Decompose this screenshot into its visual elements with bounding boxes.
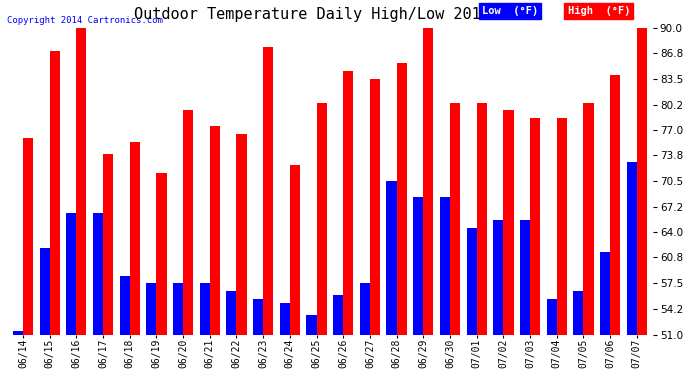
Bar (226, 291, 237, 334)
Text: High  (°F): High (°F) (568, 6, 630, 16)
Bar (637, 28, 647, 334)
Bar (397, 63, 407, 334)
Bar (290, 165, 300, 334)
Bar (23, 138, 33, 334)
Bar (237, 134, 246, 334)
Bar (413, 197, 424, 334)
Bar (530, 118, 540, 334)
Bar (359, 284, 370, 334)
Bar (450, 102, 460, 334)
Bar (424, 24, 433, 334)
Bar (210, 126, 220, 335)
Bar (93, 213, 103, 334)
Text: Low  (°F): Low (°F) (482, 6, 538, 16)
Bar (279, 303, 290, 334)
Bar (183, 110, 193, 334)
Bar (520, 220, 530, 334)
Bar (317, 102, 326, 334)
Bar (386, 181, 397, 334)
Bar (39, 248, 50, 334)
Bar (627, 162, 637, 334)
Bar (173, 284, 183, 334)
Bar (77, 24, 86, 334)
Bar (13, 331, 23, 334)
Bar (557, 118, 567, 334)
Bar (477, 102, 487, 334)
Bar (263, 48, 273, 334)
Bar (584, 102, 593, 334)
Bar (306, 315, 317, 334)
Bar (370, 79, 380, 334)
Bar (157, 173, 166, 334)
Title: Outdoor Temperature Daily High/Low 20140708: Outdoor Temperature Daily High/Low 20140… (134, 7, 526, 22)
Bar (600, 252, 610, 334)
Bar (333, 295, 343, 334)
Bar (50, 51, 60, 334)
Text: Copyright 2014 Cartronics.com: Copyright 2014 Cartronics.com (7, 16, 163, 25)
Bar (199, 284, 210, 334)
Bar (343, 71, 353, 334)
Bar (103, 154, 113, 334)
Bar (504, 110, 513, 334)
Bar (130, 142, 140, 334)
Bar (66, 213, 77, 334)
Bar (573, 291, 584, 334)
Bar (253, 299, 263, 334)
Bar (440, 197, 450, 334)
Bar (146, 284, 157, 334)
Bar (493, 220, 504, 334)
Bar (119, 276, 130, 334)
Bar (610, 75, 620, 334)
Bar (546, 299, 557, 334)
Bar (466, 228, 477, 334)
